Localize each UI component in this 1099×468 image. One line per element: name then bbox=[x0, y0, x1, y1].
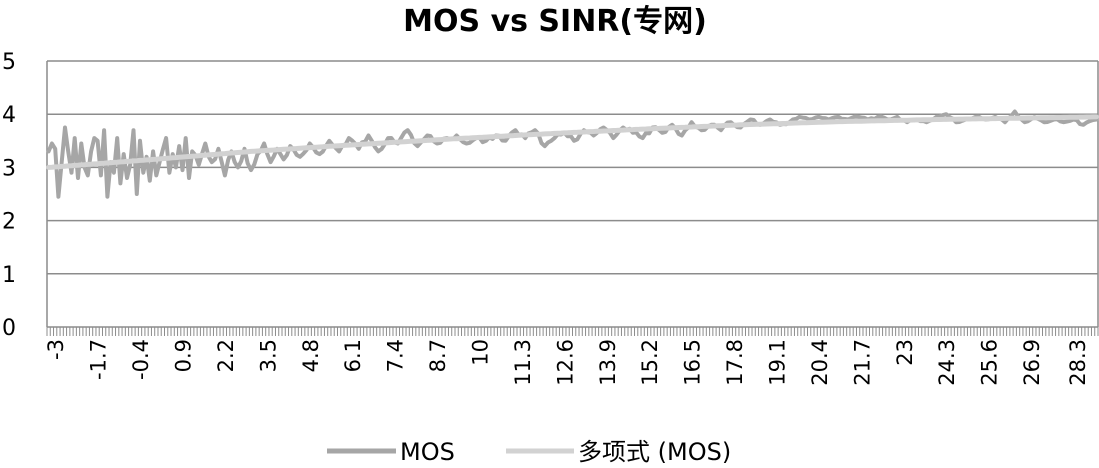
x-tick-label: 7.4 bbox=[384, 339, 408, 372]
x-tick-label: 25.6 bbox=[978, 339, 1002, 386]
x-tick-label: 21.7 bbox=[850, 339, 874, 386]
y-tick-label-2: 2 bbox=[2, 210, 16, 235]
x-tick-label: 15.2 bbox=[638, 339, 662, 386]
y-tick-label-5: 5 bbox=[2, 50, 16, 75]
x-tick-label: 24.3 bbox=[935, 339, 959, 386]
plot-area bbox=[46, 109, 1099, 199]
x-tick-label: 10 bbox=[469, 339, 493, 366]
x-tick-label: 19.1 bbox=[766, 339, 790, 386]
x-tick-label: 6.1 bbox=[341, 339, 365, 372]
x-tick-label: 2.2 bbox=[214, 339, 238, 372]
legend-label-trendline: 多项式 (MOS) bbox=[578, 438, 731, 466]
x-tick-label: 26.9 bbox=[1020, 339, 1044, 386]
x-tick-label: -1.7 bbox=[87, 339, 111, 380]
x-axis-tick-labels: -3 -1.7 -0.4 0.9 2.2 3.5 4.8 6.1 7.4 8.7 10 11.3 12.… bbox=[44, 339, 1090, 386]
x-tick-label: 23 bbox=[893, 339, 917, 366]
y-tick-label-3: 3 bbox=[2, 156, 16, 181]
series-line-trendline bbox=[46, 114, 1099, 170]
chart-title: MOS vs SINR(专网) bbox=[403, 4, 707, 39]
legend: MOS 多项式 (MOS) bbox=[327, 438, 731, 466]
x-axis bbox=[46, 326, 1099, 336]
x-tick-label: 11.3 bbox=[511, 339, 535, 386]
x-tick-label: 20.4 bbox=[808, 339, 832, 386]
y-axis-tick-labels: 0 1 2 3 4 5 bbox=[2, 50, 16, 341]
x-tick-label: 28.3 bbox=[1066, 339, 1090, 386]
x-tick-label: 8.7 bbox=[426, 339, 450, 372]
x-tick-label: -3 bbox=[44, 339, 68, 360]
legend-label-mos: MOS bbox=[400, 438, 455, 466]
x-tick-label: -0.4 bbox=[129, 339, 153, 380]
y-tick-label-4: 4 bbox=[2, 103, 16, 128]
x-tick-label: 4.8 bbox=[299, 339, 323, 372]
x-tick-label: 13.9 bbox=[596, 339, 620, 386]
gridlines bbox=[46, 60, 1099, 327]
x-tick-label: 0.9 bbox=[172, 339, 196, 372]
x-axis-tick-marks bbox=[46, 327, 1099, 336]
y-tick-label-0: 0 bbox=[2, 316, 16, 341]
x-tick-label: 12.6 bbox=[553, 339, 577, 386]
x-tick-label: 16.5 bbox=[681, 339, 705, 386]
x-tick-label: 3.5 bbox=[256, 339, 280, 372]
y-tick-label-1: 1 bbox=[2, 263, 16, 288]
x-tick-label: 17.8 bbox=[723, 339, 747, 386]
